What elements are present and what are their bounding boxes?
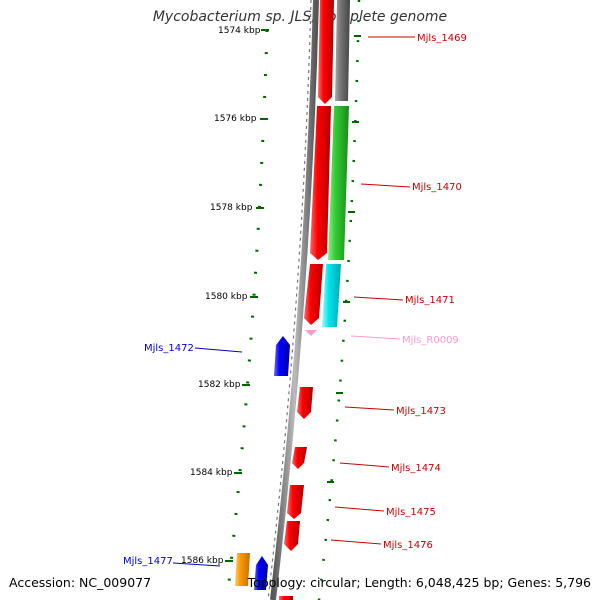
scale-tick-label: 1578 kbp (210, 203, 253, 213)
cog-category-ring (322, 0, 350, 327)
map-title: Mycobacterium sp. JLS, complete genome (152, 9, 448, 25)
outer-scale-ring (317, 0, 361, 600)
reverse-strand-genes (235, 336, 290, 590)
leader-line (353, 296, 404, 301)
leader-line (339, 462, 390, 468)
cog-block-grey (335, 0, 350, 101)
cog-block-green (328, 106, 349, 260)
scale-tick-label: 1586 kbp (181, 556, 224, 566)
scale-tick-label: 1584 kbp (190, 468, 233, 478)
gene-arrow-mjls-1475[interactable] (287, 485, 304, 519)
outer-ring-ticks (317, 0, 361, 600)
leader-line (194, 347, 243, 353)
accession-text: Accession: NC_009077 (9, 575, 152, 590)
scale-tick-label: 1576 kbp (214, 114, 257, 124)
leader-line (360, 183, 411, 188)
cog-block-cyan (322, 264, 341, 327)
gene-label-mjls-1471[interactable]: Mjls_1471 (405, 295, 455, 306)
leader-line (350, 335, 401, 340)
leader-line (334, 506, 385, 512)
gene-label-mjls-r0009[interactable]: Mjls_R0009 (402, 335, 459, 346)
gene-arrow-mjls-1473[interactable] (297, 387, 313, 419)
gene-label-mjls-1476[interactable]: Mjls_1476 (383, 540, 433, 551)
gene-label-mjls-1475[interactable]: Mjls_1475 (386, 507, 436, 518)
leader-line (344, 406, 395, 411)
gene-label-mjls-1473[interactable]: Mjls_1473 (396, 406, 446, 417)
gene-label-leaders (172, 36, 415, 567)
gene-label-mjls-1469[interactable]: Mjls_1469 (417, 33, 467, 44)
gene-label-mjls-1470[interactable]: Mjls_1470 (412, 182, 462, 193)
genome-summary-text: Topology: circular; Length: 6,048,425 bp… (247, 575, 591, 590)
gene-arrow-partial[interactable] (279, 596, 293, 600)
gene-arrow-mjls-1469[interactable] (318, 0, 334, 104)
gene-label-mjls-1477[interactable]: Mjls_1477 (123, 556, 173, 567)
gene-arrow-mjls-1477[interactable] (254, 556, 268, 590)
scale-minor-ticks (225, 29, 269, 600)
gene-label-mjls-1474[interactable]: Mjls_1474 (391, 463, 441, 474)
inner-scale-ring (225, 29, 269, 600)
scale-tick-label: 1574 kbp (218, 26, 261, 36)
gene-arrow-mjls-1476[interactable] (284, 521, 300, 551)
forward-strand-genes (279, 0, 334, 600)
gene-arrow-mjls-1472[interactable] (274, 336, 290, 376)
scale-ticks: 1574 kbp 1576 kbp 1578 kbp 1580 kbp 1582… (181, 26, 269, 566)
gene-arrow-mjls-1474[interactable] (292, 447, 307, 469)
gene-label-mjls-1472[interactable]: Mjls_1472 (144, 343, 194, 354)
backbone-shadow (267, 0, 312, 600)
gene-arrow-mjls-1471[interactable] (304, 264, 323, 325)
leader-line (172, 562, 221, 567)
gene-arrow-mjls-1477-cog[interactable] (235, 553, 250, 586)
backbone-ring (270, 0, 319, 600)
leader-line (330, 539, 382, 545)
scale-tick-label: 1580 kbp (205, 292, 248, 302)
gene-arrow-mjls-r0009[interactable] (305, 330, 317, 336)
gene-arrow-mjls-1470[interactable] (310, 106, 331, 260)
scale-tick-label: 1582 kbp (198, 380, 241, 390)
gene-labels: Mjls_1469 Mjls_1470 Mjls_1471 Mjls_R0009… (123, 33, 467, 567)
genome-backbone (267, 0, 319, 600)
